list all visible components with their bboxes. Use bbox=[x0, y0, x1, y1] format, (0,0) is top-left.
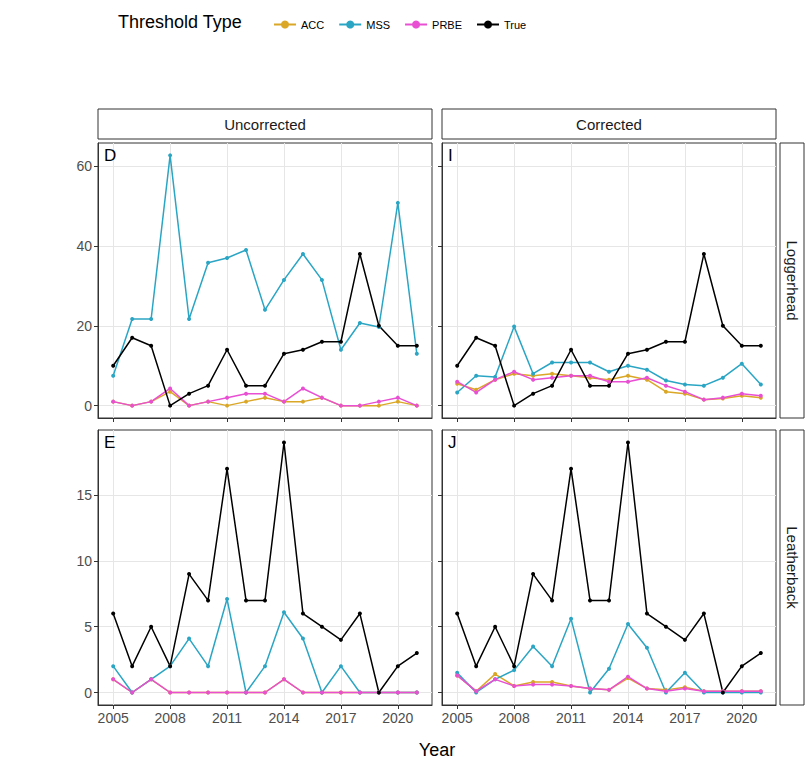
svg-text:60: 60 bbox=[76, 158, 92, 174]
svg-text:ACC: ACC bbox=[301, 19, 324, 31]
svg-text:40: 40 bbox=[76, 238, 92, 254]
svg-text:Threshold Type: Threshold Type bbox=[118, 12, 242, 32]
svg-text:2020: 2020 bbox=[726, 710, 757, 726]
svg-text:E: E bbox=[104, 433, 115, 452]
svg-text:True: True bbox=[504, 19, 526, 31]
svg-text:2020: 2020 bbox=[382, 710, 413, 726]
svg-text:2008: 2008 bbox=[499, 710, 530, 726]
svg-text:2017: 2017 bbox=[669, 710, 700, 726]
svg-text:2017: 2017 bbox=[325, 710, 356, 726]
svg-text:2011: 2011 bbox=[556, 710, 586, 726]
svg-text:Leatherback: Leatherback bbox=[784, 526, 801, 609]
svg-text:10: 10 bbox=[76, 553, 92, 569]
svg-text:2011: 2011 bbox=[212, 710, 242, 726]
svg-text:Uncorrected: Uncorrected bbox=[224, 116, 306, 133]
svg-text:2005: 2005 bbox=[98, 710, 129, 726]
svg-text:Year: Year bbox=[419, 740, 455, 759]
svg-text:MSS: MSS bbox=[366, 19, 390, 31]
svg-text:2014: 2014 bbox=[612, 710, 643, 726]
svg-text:0: 0 bbox=[84, 398, 92, 414]
svg-text:2008: 2008 bbox=[155, 710, 186, 726]
svg-text:I: I bbox=[448, 146, 453, 165]
svg-text:Corrected: Corrected bbox=[576, 116, 642, 133]
svg-text:0: 0 bbox=[84, 685, 92, 701]
svg-text:5: 5 bbox=[84, 619, 92, 635]
svg-text:20: 20 bbox=[76, 318, 92, 334]
svg-text:2005: 2005 bbox=[442, 710, 473, 726]
svg-text:15: 15 bbox=[76, 487, 92, 503]
svg-text:Loggerhead: Loggerhead bbox=[784, 240, 801, 320]
svg-text:J: J bbox=[448, 433, 457, 452]
svg-text:PRBE: PRBE bbox=[432, 19, 462, 31]
svg-text:D: D bbox=[104, 146, 116, 165]
svg-text:2014: 2014 bbox=[268, 710, 299, 726]
